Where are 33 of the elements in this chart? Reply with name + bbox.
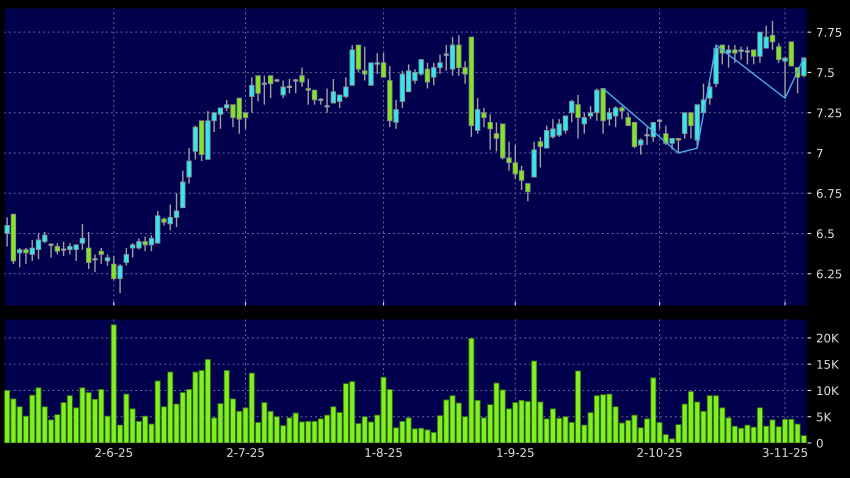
candlestick bbox=[260, 74, 268, 106]
y-tick-label: 0 bbox=[816, 438, 823, 448]
y-tick-label: 15K bbox=[817, 360, 840, 369]
y-tick-label: 6.75 bbox=[816, 188, 842, 198]
candlestick bbox=[656, 118, 664, 130]
y-tick-label: 20K bbox=[816, 334, 840, 343]
candlestick bbox=[98, 247, 104, 265]
candlestick bbox=[60, 240, 68, 257]
candlestick bbox=[104, 254, 110, 266]
x-tick-label: 1-9-25 bbox=[497, 448, 534, 457]
x-tick-label: 2-7-25 bbox=[227, 448, 264, 457]
y-tick-label: 5K bbox=[816, 412, 832, 422]
candlestick bbox=[525, 182, 531, 202]
x-tick-label: 2-6-25 bbox=[95, 448, 132, 457]
candlestick bbox=[744, 46, 751, 66]
candlestick bbox=[124, 247, 130, 266]
candlestick bbox=[80, 223, 86, 250]
y-tick-label: 7.75 bbox=[816, 28, 842, 37]
x-tick-label: 3-11-25 bbox=[762, 448, 808, 457]
candlestick bbox=[488, 114, 493, 150]
candlestick bbox=[286, 78, 293, 94]
y-tick-label: 7 bbox=[816, 148, 823, 158]
y-tick-label: 6.5 bbox=[816, 229, 834, 238]
x-tick-label: 2-10-25 bbox=[637, 448, 682, 457]
y-tick-label: 10K bbox=[817, 386, 840, 396]
candlestick bbox=[442, 44, 450, 72]
candlestick bbox=[324, 88, 331, 114]
y-tick-label: 7.5 bbox=[816, 68, 834, 78]
y-tick-label: 6.25 bbox=[816, 270, 842, 278]
candlestick bbox=[186, 147, 192, 184]
x-tick-label: 1-8-25 bbox=[366, 448, 402, 457]
y-tick-label: 7.25 bbox=[816, 108, 842, 118]
candlestick bbox=[292, 78, 300, 94]
